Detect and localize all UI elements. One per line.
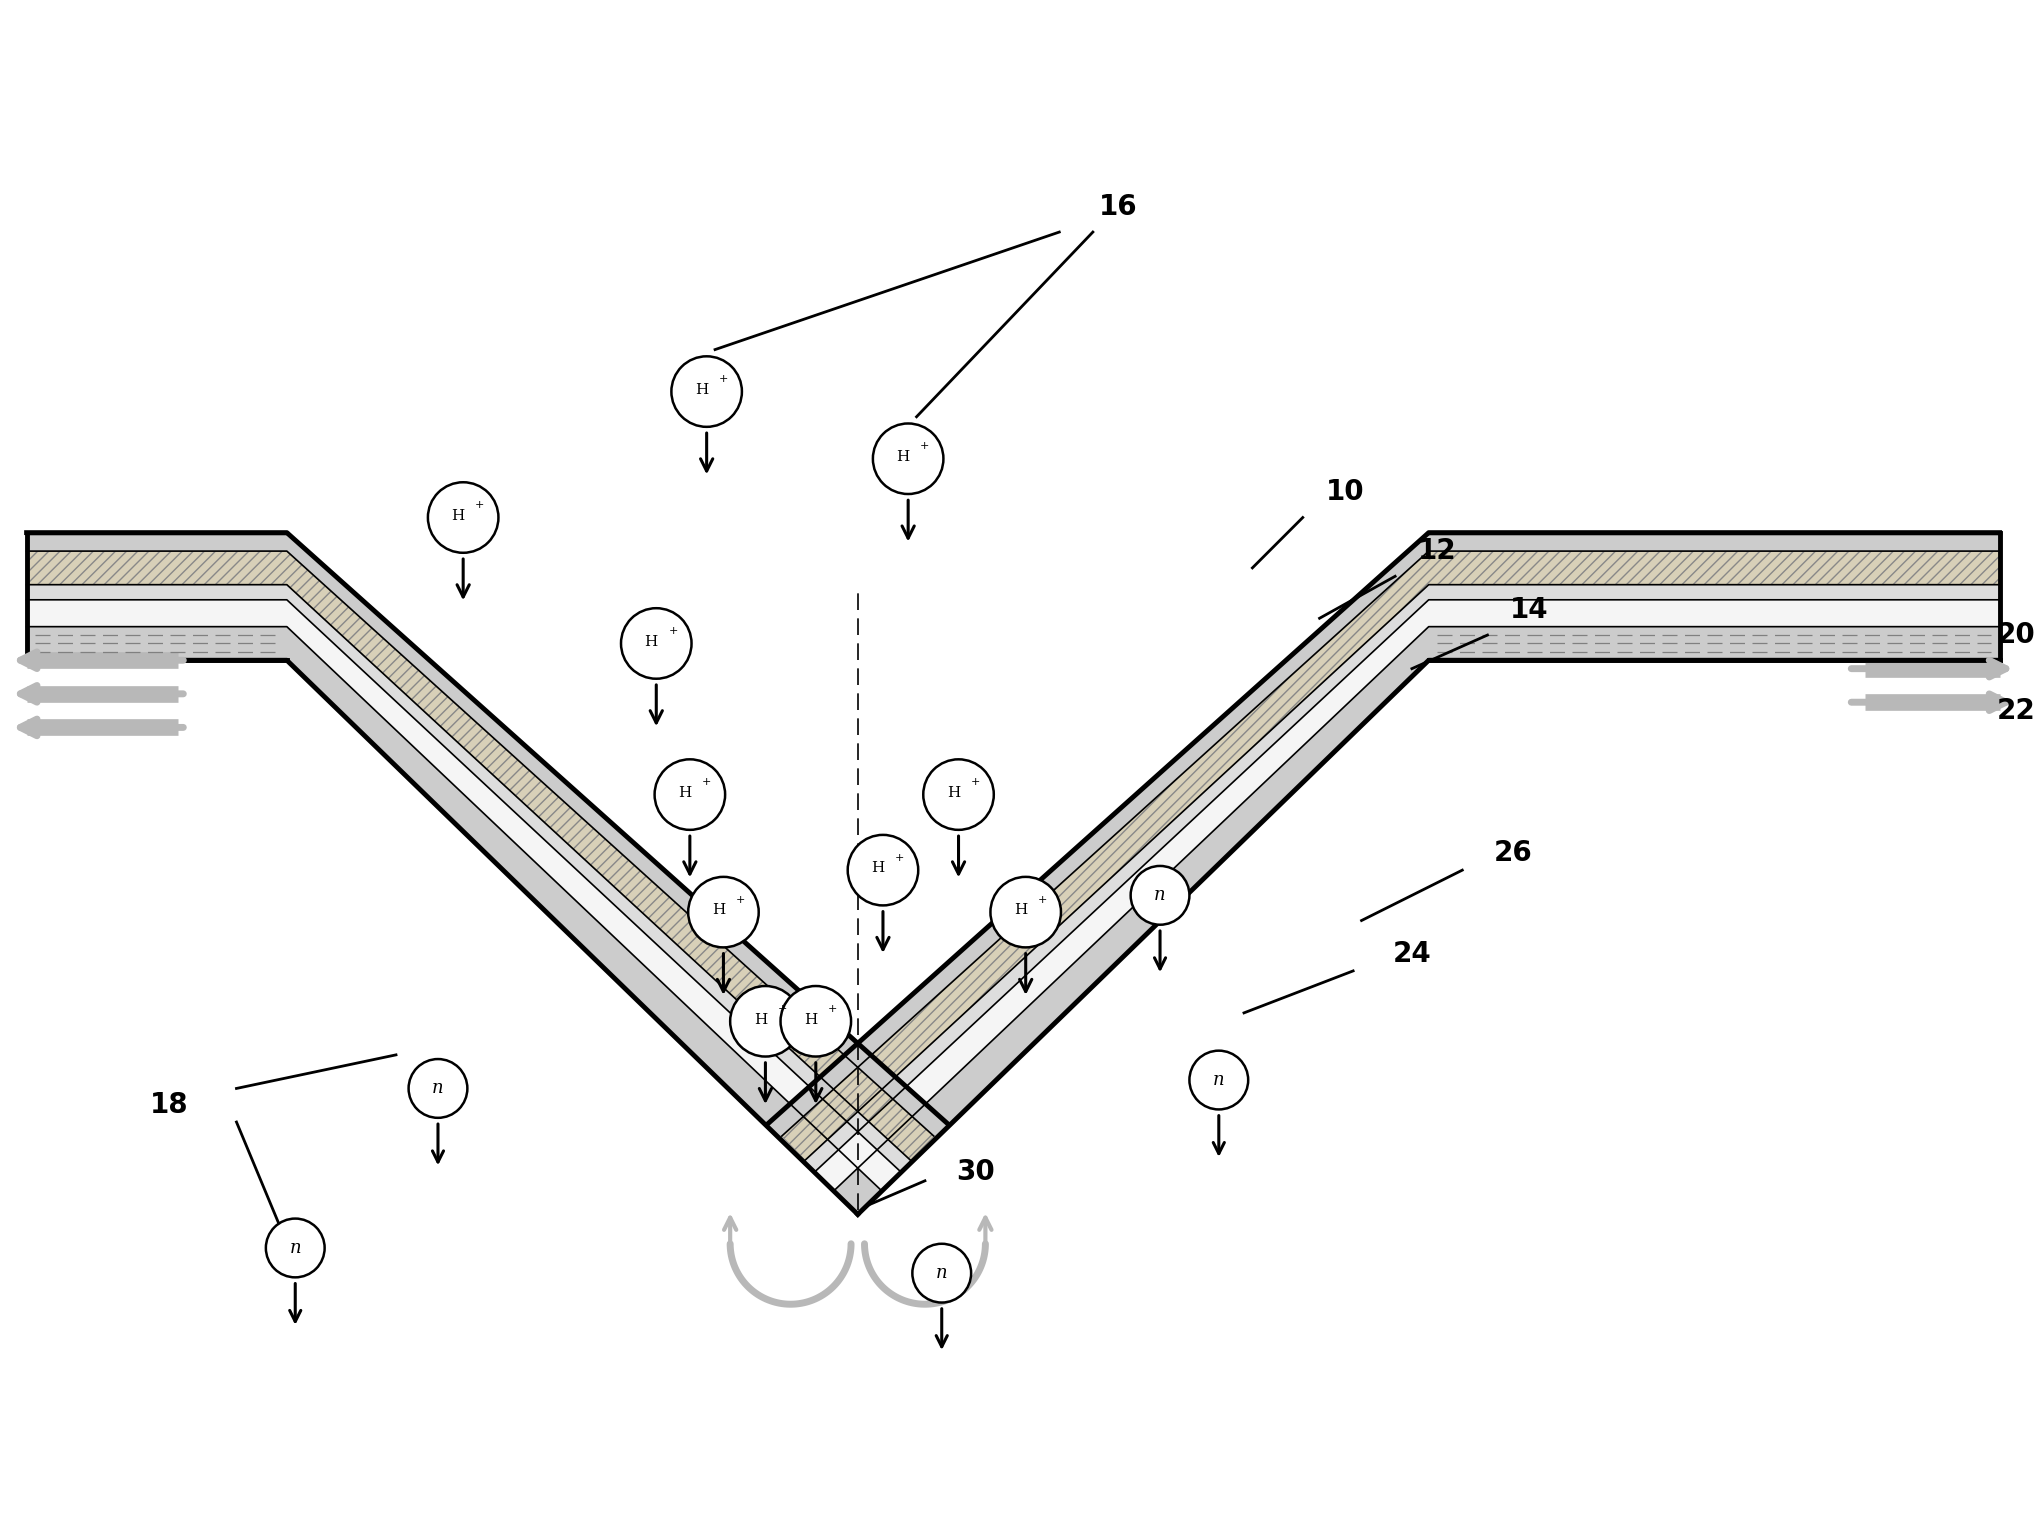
Text: H: H [946, 785, 960, 801]
Circle shape [991, 877, 1060, 947]
Circle shape [266, 1219, 325, 1277]
Circle shape [654, 759, 725, 829]
Text: 18: 18 [149, 1091, 188, 1119]
Text: H: H [646, 635, 658, 648]
Text: H: H [754, 1012, 766, 1027]
Circle shape [621, 609, 691, 679]
Polygon shape [27, 584, 911, 1170]
Text: n: n [1154, 886, 1167, 904]
Text: +: + [1038, 895, 1048, 904]
Circle shape [780, 986, 852, 1056]
Circle shape [872, 423, 944, 495]
Text: 14: 14 [1510, 597, 1549, 624]
Polygon shape [782, 551, 2000, 1160]
Text: 10: 10 [1326, 478, 1365, 507]
Circle shape [672, 356, 742, 426]
Text: +: + [970, 778, 981, 787]
Text: n: n [936, 1265, 948, 1282]
Text: 20: 20 [1998, 621, 2035, 648]
Circle shape [427, 482, 498, 552]
Circle shape [1189, 1050, 1248, 1110]
Polygon shape [834, 627, 2000, 1215]
Polygon shape [27, 533, 946, 1135]
Text: +: + [778, 1003, 787, 1014]
Circle shape [409, 1059, 468, 1117]
Text: H: H [897, 451, 909, 464]
Polygon shape [27, 600, 899, 1190]
Text: H: H [1013, 904, 1028, 918]
Circle shape [913, 1243, 970, 1303]
Circle shape [923, 759, 993, 829]
Text: 12: 12 [1418, 537, 1457, 565]
Text: H: H [695, 384, 709, 397]
Text: H: H [870, 861, 885, 875]
Circle shape [848, 836, 917, 906]
Text: H: H [805, 1012, 817, 1027]
Polygon shape [805, 584, 2000, 1170]
Text: +: + [735, 895, 746, 904]
Text: +: + [895, 852, 905, 863]
Text: +: + [703, 778, 711, 787]
Text: +: + [668, 626, 678, 636]
Polygon shape [768, 533, 2000, 1135]
Text: 30: 30 [956, 1158, 995, 1187]
Text: n: n [290, 1239, 300, 1257]
Text: +: + [719, 374, 727, 384]
Polygon shape [815, 600, 2000, 1190]
Polygon shape [27, 551, 934, 1160]
Text: +: + [919, 441, 930, 451]
Text: H: H [711, 904, 725, 918]
Text: H: H [452, 508, 464, 524]
Text: n: n [433, 1079, 443, 1097]
Circle shape [729, 986, 801, 1056]
Polygon shape [27, 627, 881, 1215]
Text: 16: 16 [1099, 193, 1138, 221]
Text: +: + [827, 1003, 838, 1014]
Text: +: + [476, 499, 484, 510]
Text: 26: 26 [1493, 839, 1532, 868]
Text: 22: 22 [1998, 697, 2035, 724]
Circle shape [1130, 866, 1189, 925]
Text: n: n [1214, 1071, 1224, 1090]
Circle shape [688, 877, 758, 947]
Text: 24: 24 [1393, 941, 1432, 968]
Text: H: H [678, 785, 691, 801]
